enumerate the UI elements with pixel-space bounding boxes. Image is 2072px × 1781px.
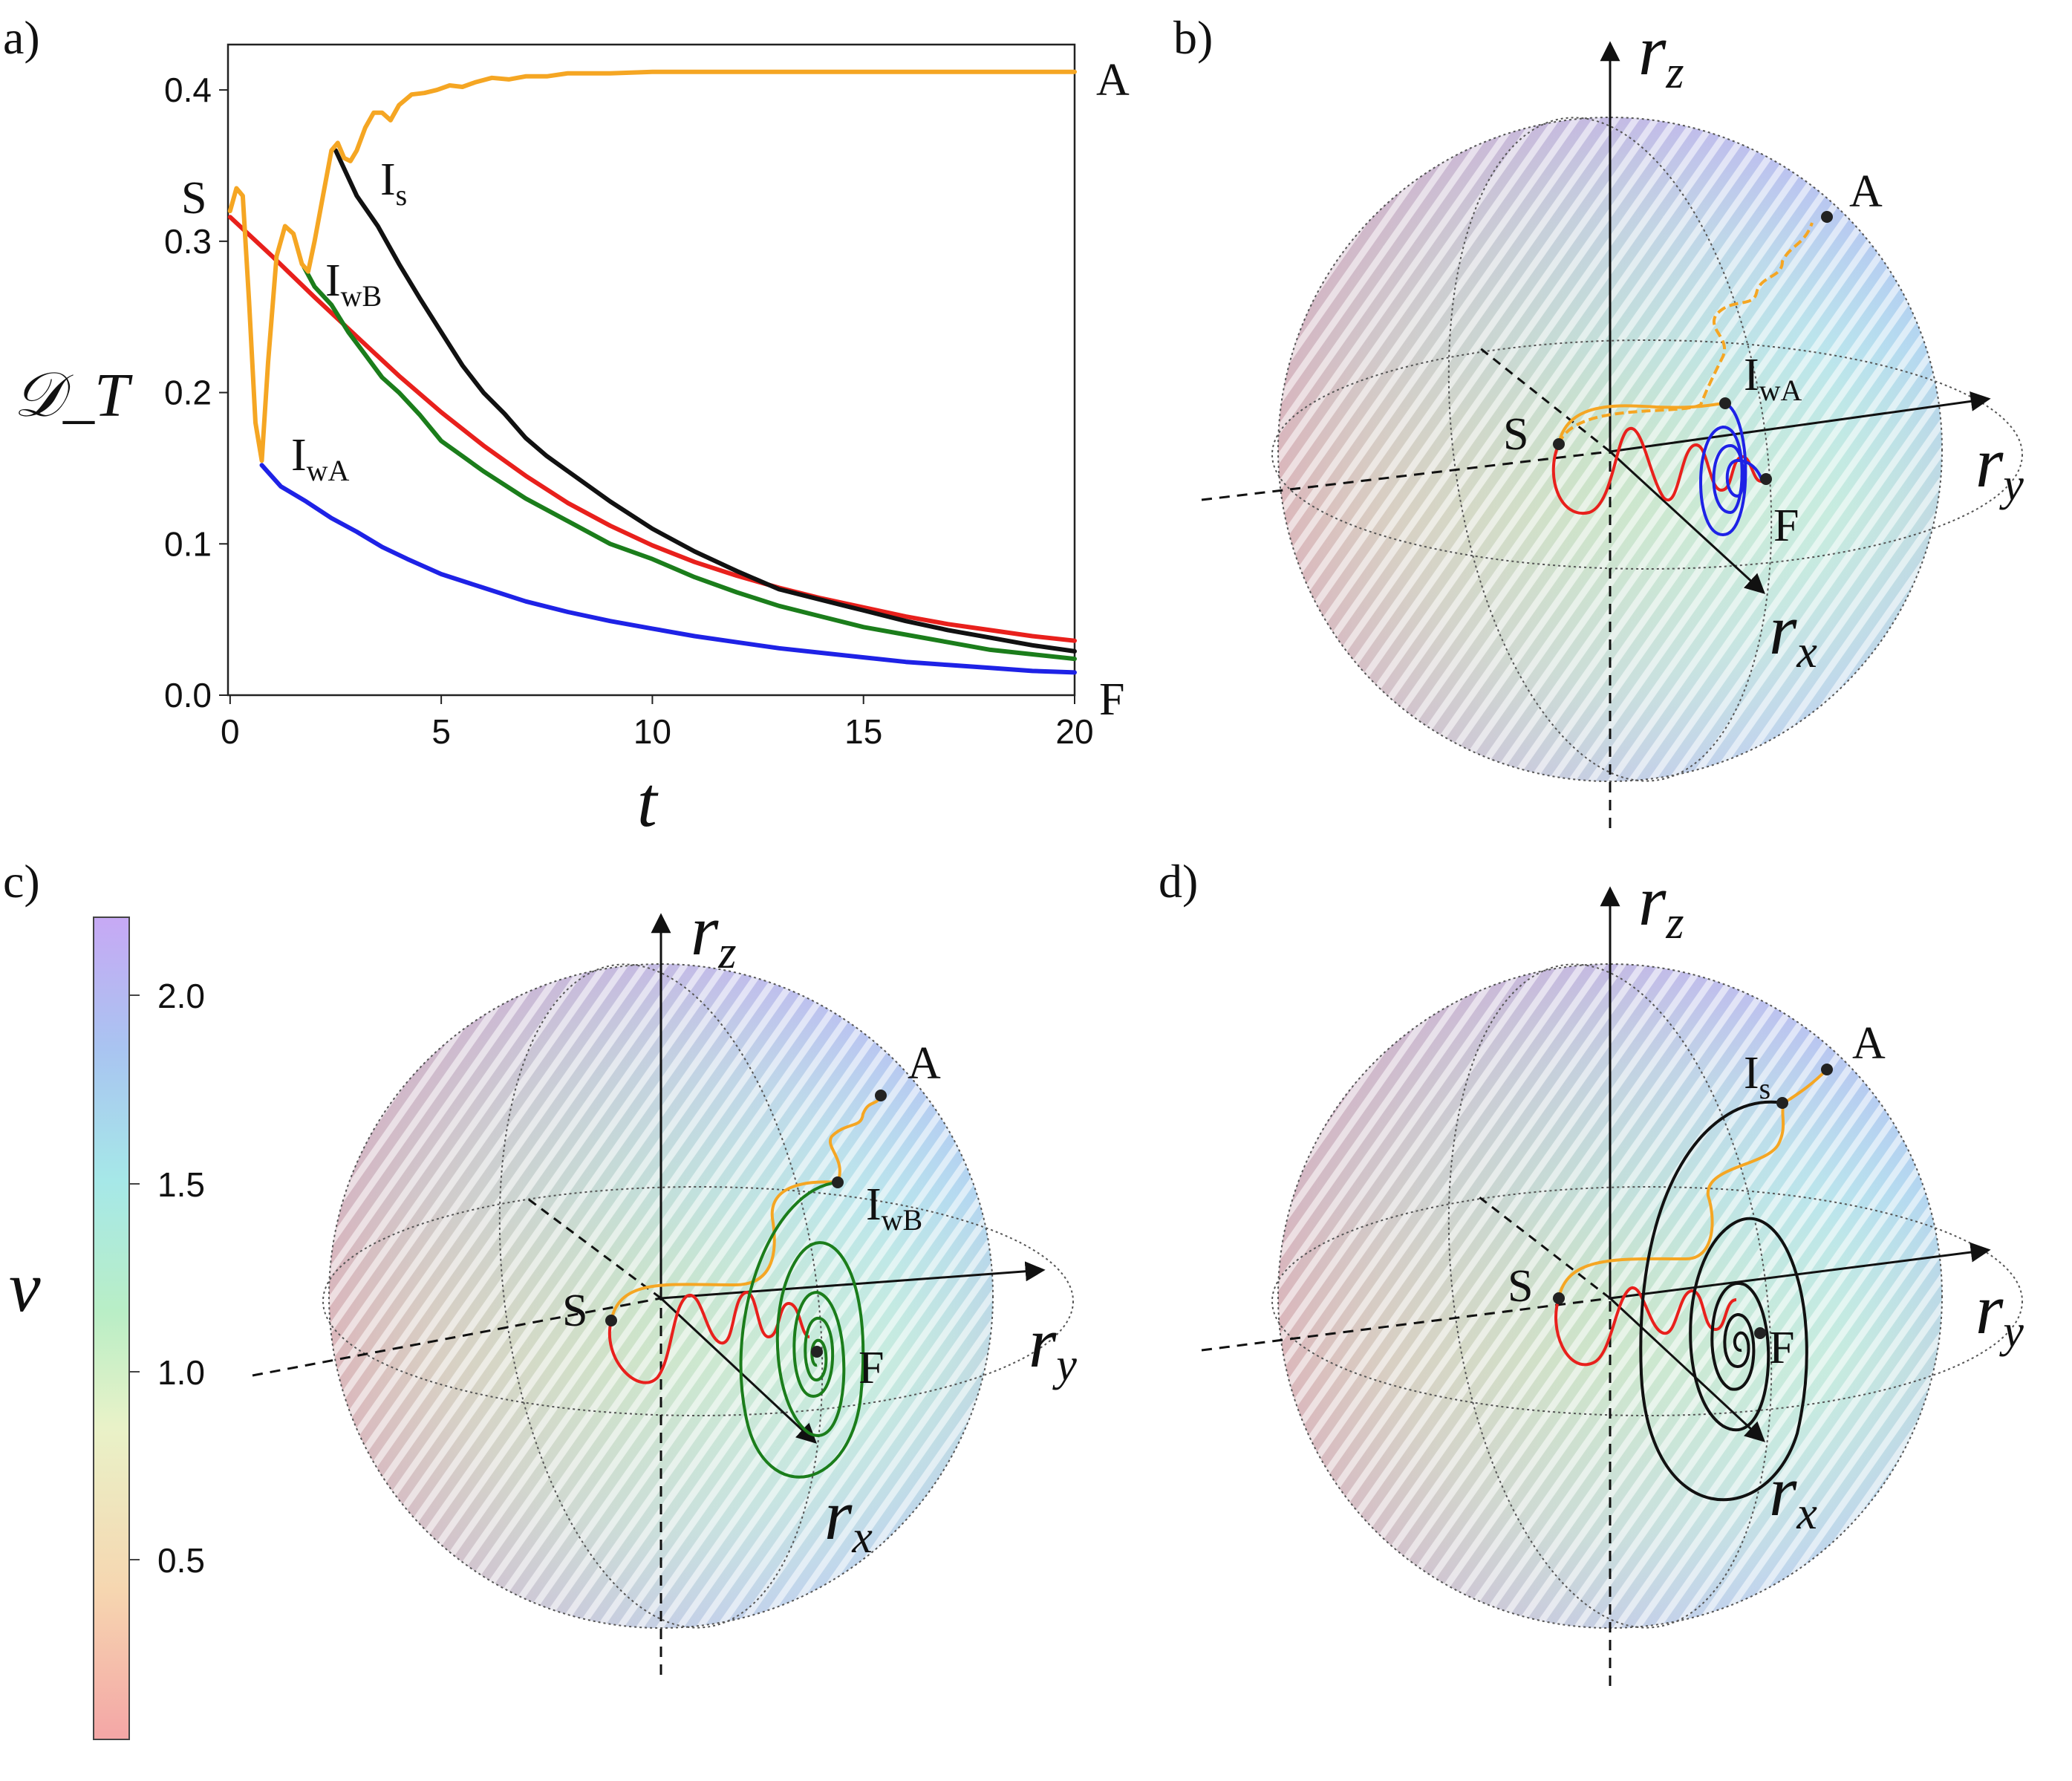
trajectory-orange xyxy=(1557,222,1814,445)
point-label-A: A xyxy=(1096,55,1130,105)
y-ticks: 0.0 0.1 0.2 0.3 0.4 xyxy=(164,71,228,714)
trajectory-orange xyxy=(1557,1068,1828,1299)
line-chart-a: 0 5 10 15 20 0.0 0.1 0.2 0.3 0.4 t 𝒟_T A S Is Iw… xyxy=(13,43,1130,841)
label-Is: Is xyxy=(1744,1048,1770,1105)
label-IwA: IwA xyxy=(1744,350,1802,407)
label-ry: ry xyxy=(1029,1303,1077,1390)
meridian xyxy=(1447,117,1773,782)
trajectory-black xyxy=(1639,1100,1808,1502)
label-F: F xyxy=(859,1343,884,1393)
trajectory-red xyxy=(608,1290,810,1384)
y-tick-label: 0.4 xyxy=(164,71,212,109)
series-line-blue xyxy=(259,463,1077,675)
y-axis-label: 𝒟_T xyxy=(13,361,133,430)
label-rx: rx xyxy=(824,1475,873,1563)
label-rx: rx xyxy=(1769,590,1817,677)
colorbar-tick-05: 0.5 xyxy=(157,1541,205,1580)
trajectory-green xyxy=(739,1181,865,1479)
x-tick-label: 15 xyxy=(844,712,882,751)
x-tick-label: 5 xyxy=(431,712,451,751)
label-rz: rz xyxy=(1638,861,1684,948)
trajectory-red xyxy=(1551,427,1762,515)
label-A: A xyxy=(1849,166,1883,217)
x-axis-label: t xyxy=(637,762,659,841)
bloch-sphere-d: S A F Is rz ry rx xyxy=(1201,861,2024,1686)
rx-axis xyxy=(1479,346,1611,453)
trajectory-blue xyxy=(1699,402,1763,537)
colorbar-tick-15: 1.5 xyxy=(157,1165,205,1204)
point-label-IwA: IwA xyxy=(291,430,350,487)
label-ry: ry xyxy=(1975,423,2024,510)
label-S: S xyxy=(1508,1261,1533,1312)
label-S: S xyxy=(562,1286,587,1336)
x-tick-label: 0 xyxy=(221,712,240,751)
point-label-IwB: IwB xyxy=(325,255,382,313)
label-A: A xyxy=(1852,1018,1886,1069)
y-tick-label: 0.2 xyxy=(164,374,212,412)
point-label-S: S xyxy=(181,173,206,224)
label-rz: rz xyxy=(1638,10,1684,98)
panel-label-d: d) xyxy=(1159,855,1198,908)
point-S xyxy=(605,1315,617,1326)
point-S xyxy=(1553,438,1565,450)
series-line-orange xyxy=(227,69,1077,463)
colorbar-gradient xyxy=(93,916,130,1740)
bloch-sphere-b: S A F IwA rz ry rx xyxy=(1201,10,2024,828)
plot-frame xyxy=(227,43,1076,697)
label-F: F xyxy=(1773,501,1799,551)
label-ry: ry xyxy=(1975,1269,2024,1357)
point-F xyxy=(1760,473,1772,485)
point-S xyxy=(1553,1292,1565,1304)
label-F: F xyxy=(1769,1323,1794,1373)
point-A xyxy=(1821,211,1833,223)
label-rx: rx xyxy=(1769,1451,1817,1539)
label-IwB: IwB xyxy=(866,1179,922,1237)
colorbar-tick-10: 1.0 xyxy=(157,1353,205,1392)
colorbar-tick-20: 2.0 xyxy=(157,977,205,1015)
x-tick-label: 20 xyxy=(1055,712,1093,751)
ry-axis xyxy=(1201,450,1611,501)
point-IwB xyxy=(832,1176,844,1188)
bloch-sphere-c: S A F IwB rz ry rx xyxy=(252,890,1077,1675)
series-line-black xyxy=(333,148,1077,654)
point-F xyxy=(811,1346,823,1358)
label-A: A xyxy=(908,1038,941,1089)
point-A xyxy=(875,1090,887,1101)
series-group xyxy=(227,69,1077,675)
trajectory-orange-solid xyxy=(1557,402,1726,445)
ry-axis xyxy=(1201,1297,1611,1352)
point-label-Is: Is xyxy=(380,154,407,212)
y-tick-label: 0.0 xyxy=(164,676,212,714)
trajectory-orange xyxy=(610,1095,882,1321)
label-S: S xyxy=(1503,409,1528,460)
point-Is xyxy=(1776,1097,1788,1109)
panel-label-a: a) xyxy=(3,11,40,64)
label-rz: rz xyxy=(691,890,737,978)
meridian xyxy=(498,963,824,1629)
y-tick-label: 0.1 xyxy=(164,524,212,563)
colorbar-label: v xyxy=(9,1247,41,1326)
equator xyxy=(322,1186,1074,1416)
point-A xyxy=(1821,1064,1833,1075)
x-ticks: 0 5 10 15 20 xyxy=(221,695,1094,751)
y-tick-label: 0.3 xyxy=(164,222,212,261)
rx-axis xyxy=(528,1198,662,1300)
ry-axis xyxy=(252,1297,662,1377)
equator xyxy=(1271,339,2023,570)
point-F xyxy=(1754,1327,1766,1339)
x-tick-label: 10 xyxy=(633,712,671,751)
panel-label-c: c) xyxy=(3,855,40,908)
series-line-red xyxy=(227,215,1077,643)
point-IwA xyxy=(1719,397,1731,409)
series-line-green xyxy=(302,264,1077,662)
panel-label-b: b) xyxy=(1173,11,1213,64)
colorbar: 0.5 1.0 1.5 2.0 v xyxy=(9,916,205,1740)
point-label-F: F xyxy=(1099,674,1124,725)
rx-axis xyxy=(1479,1196,1611,1300)
